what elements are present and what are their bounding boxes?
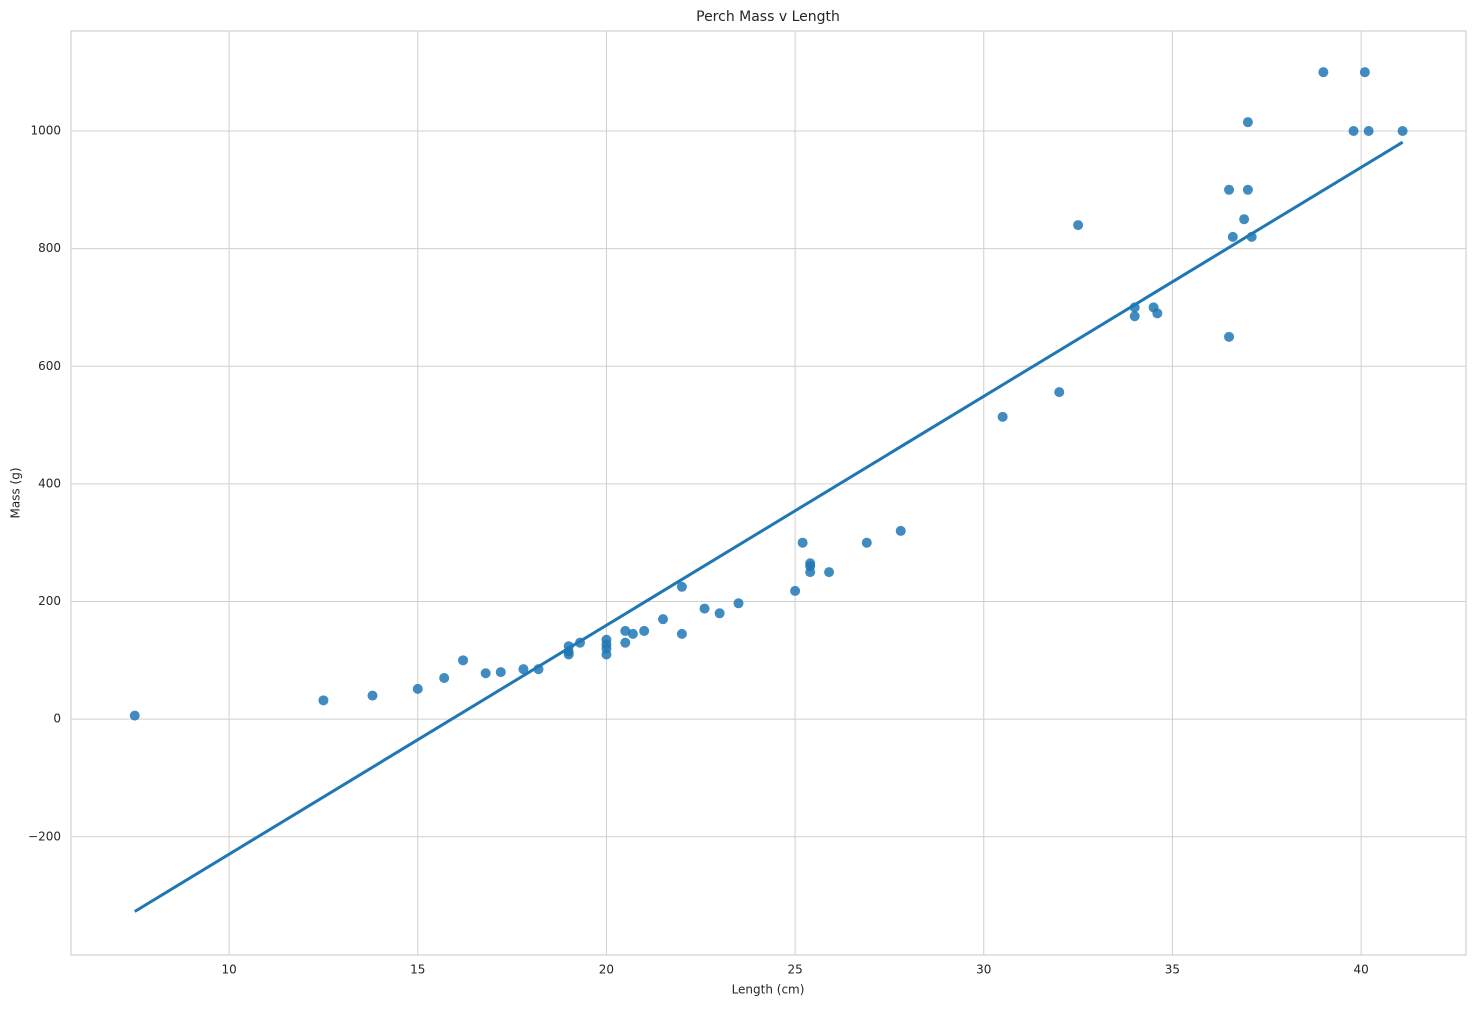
point xyxy=(620,637,631,648)
point xyxy=(318,695,329,706)
point xyxy=(563,649,574,660)
point xyxy=(639,625,650,636)
point xyxy=(129,710,140,721)
point xyxy=(1397,125,1408,136)
point xyxy=(790,585,801,596)
point xyxy=(620,625,631,636)
point xyxy=(518,664,529,675)
point xyxy=(601,649,612,660)
x-tick-label: 15 xyxy=(410,963,425,977)
x-tick-label: 25 xyxy=(787,963,802,977)
point xyxy=(1242,184,1253,195)
point xyxy=(1348,125,1359,136)
point xyxy=(1227,231,1238,242)
point xyxy=(797,537,808,548)
point xyxy=(495,667,506,678)
regression-line xyxy=(133,140,1404,913)
point xyxy=(1129,311,1140,322)
point xyxy=(1073,220,1084,231)
point xyxy=(658,614,669,625)
point xyxy=(676,581,687,592)
point xyxy=(824,567,835,578)
point xyxy=(1224,331,1235,342)
point xyxy=(1054,387,1065,398)
point xyxy=(367,690,378,701)
point xyxy=(412,683,423,694)
point xyxy=(699,603,710,614)
y-tick-label: −200 xyxy=(28,829,61,843)
y-tick-label: 200 xyxy=(38,594,61,608)
y-tick-label: 400 xyxy=(38,476,61,490)
y-axis-label: Mass (g) xyxy=(9,467,23,518)
x-axis-label: Length (cm) xyxy=(732,983,805,997)
plot-area xyxy=(70,30,1467,956)
y-tick-label: 600 xyxy=(38,359,61,373)
chart-title: Perch Mass v Length xyxy=(696,9,840,25)
point xyxy=(1152,308,1163,319)
point xyxy=(1239,214,1250,225)
point xyxy=(1242,117,1253,128)
x-tick-label: 20 xyxy=(599,963,614,977)
x-tick-label: 10 xyxy=(221,963,236,977)
point xyxy=(627,628,638,639)
point xyxy=(1224,184,1235,195)
point xyxy=(1359,67,1370,78)
y-tick-label: 1000 xyxy=(30,123,61,137)
y-tick-label: 800 xyxy=(38,241,61,255)
point xyxy=(895,525,906,536)
point xyxy=(1318,67,1329,78)
x-tick-label: 40 xyxy=(1353,963,1368,977)
point xyxy=(714,608,725,619)
x-tick-label: 30 xyxy=(976,963,991,977)
point xyxy=(676,628,687,639)
point xyxy=(997,411,1008,422)
x-tick-label: 35 xyxy=(1165,963,1180,977)
y-tick-label: 0 xyxy=(53,712,61,726)
point xyxy=(480,668,491,679)
point xyxy=(805,567,816,578)
point xyxy=(458,655,469,666)
point xyxy=(1363,125,1374,136)
point xyxy=(733,598,744,609)
point xyxy=(861,537,872,548)
point xyxy=(439,672,450,683)
